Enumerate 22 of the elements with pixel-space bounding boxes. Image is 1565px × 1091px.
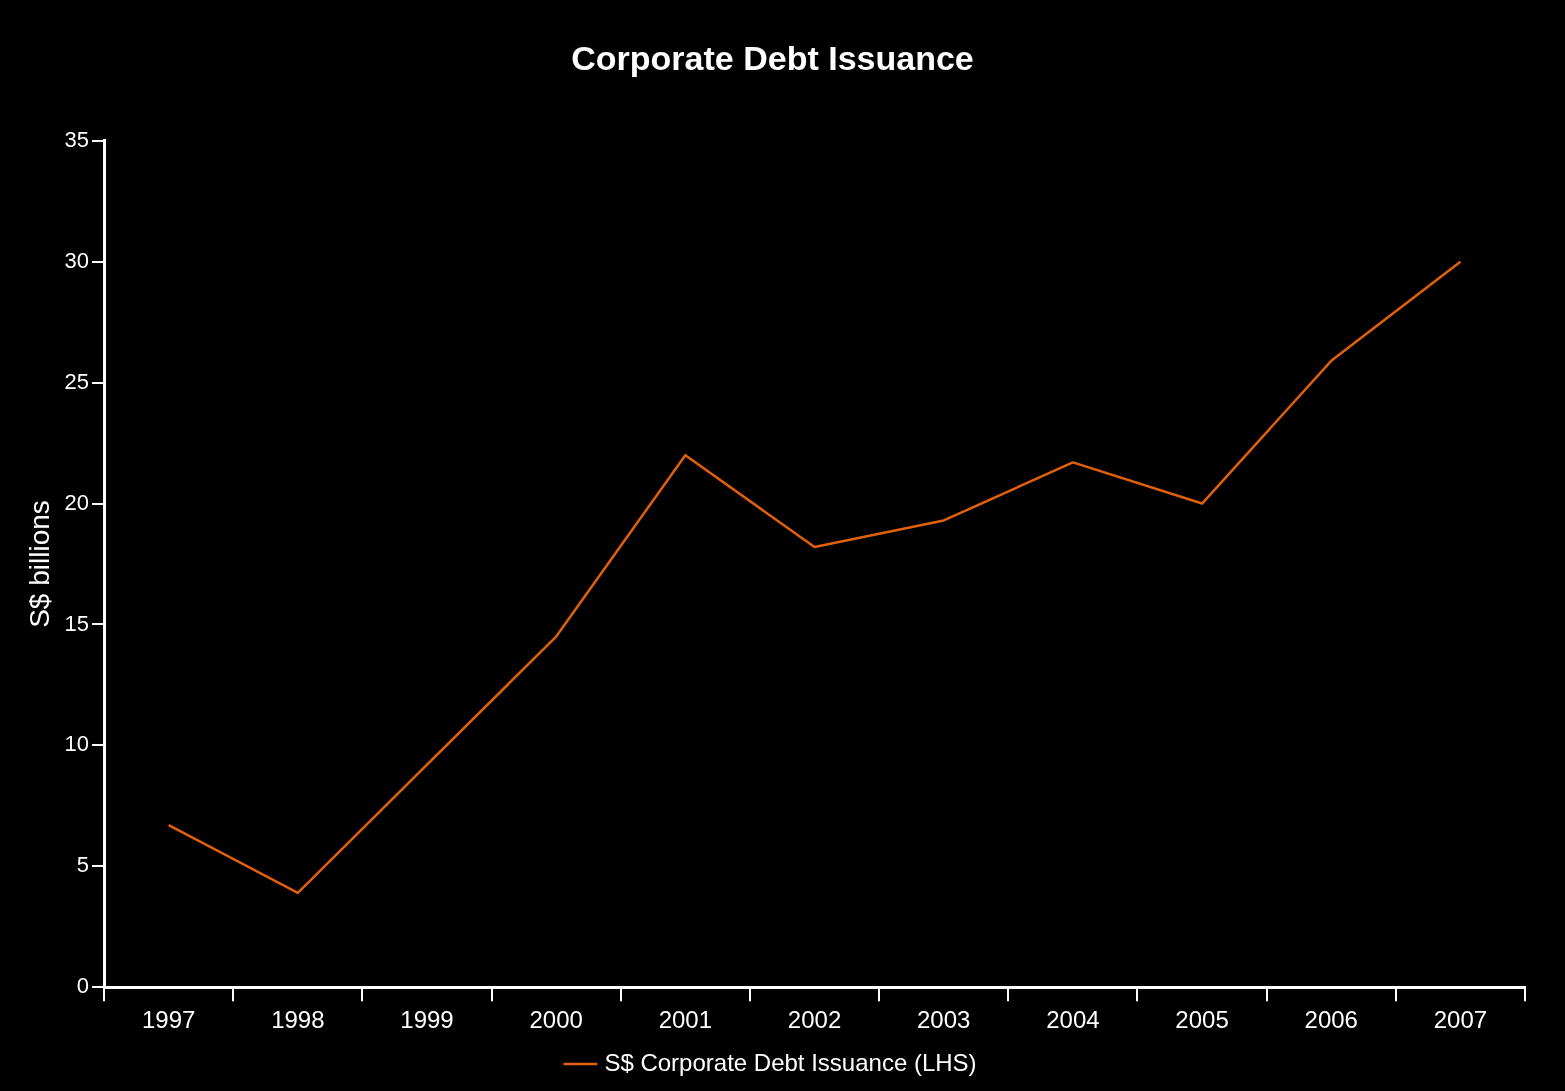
x-tick-label: 2005 — [1175, 1006, 1229, 1034]
x-tick-label: 2007 — [1433, 1006, 1488, 1034]
x-tick-label: 2006 — [1304, 1006, 1358, 1034]
y-tick-label: 25 — [64, 368, 90, 394]
chart-title: Corporate Debt Issuance — [571, 38, 974, 77]
y-tick-label: 10 — [64, 731, 90, 757]
x-tick-label: 2004 — [1046, 1006, 1100, 1034]
y-tick-label: 35 — [64, 126, 90, 152]
x-tick-label: 1999 — [400, 1006, 454, 1034]
x-tick-label: 2000 — [529, 1006, 583, 1034]
y-tick-label: 20 — [64, 489, 90, 515]
y-axis-title: S$ billions — [23, 500, 55, 628]
x-tick-label: 1997 — [141, 1006, 196, 1034]
y-tick-label: 5 — [76, 852, 90, 878]
y-tick-label: 30 — [64, 247, 90, 273]
x-tick-label: 2001 — [658, 1006, 713, 1034]
y-tick-label: 15 — [64, 610, 90, 636]
y-tick-label: 0 — [76, 973, 90, 999]
legend-label: S$ Corporate Debt Issuance (LHS) — [604, 1048, 977, 1076]
x-tick-label: 2003 — [917, 1006, 971, 1034]
x-tick-label: 1998 — [271, 1006, 325, 1034]
x-tick-label: 2002 — [787, 1006, 842, 1034]
